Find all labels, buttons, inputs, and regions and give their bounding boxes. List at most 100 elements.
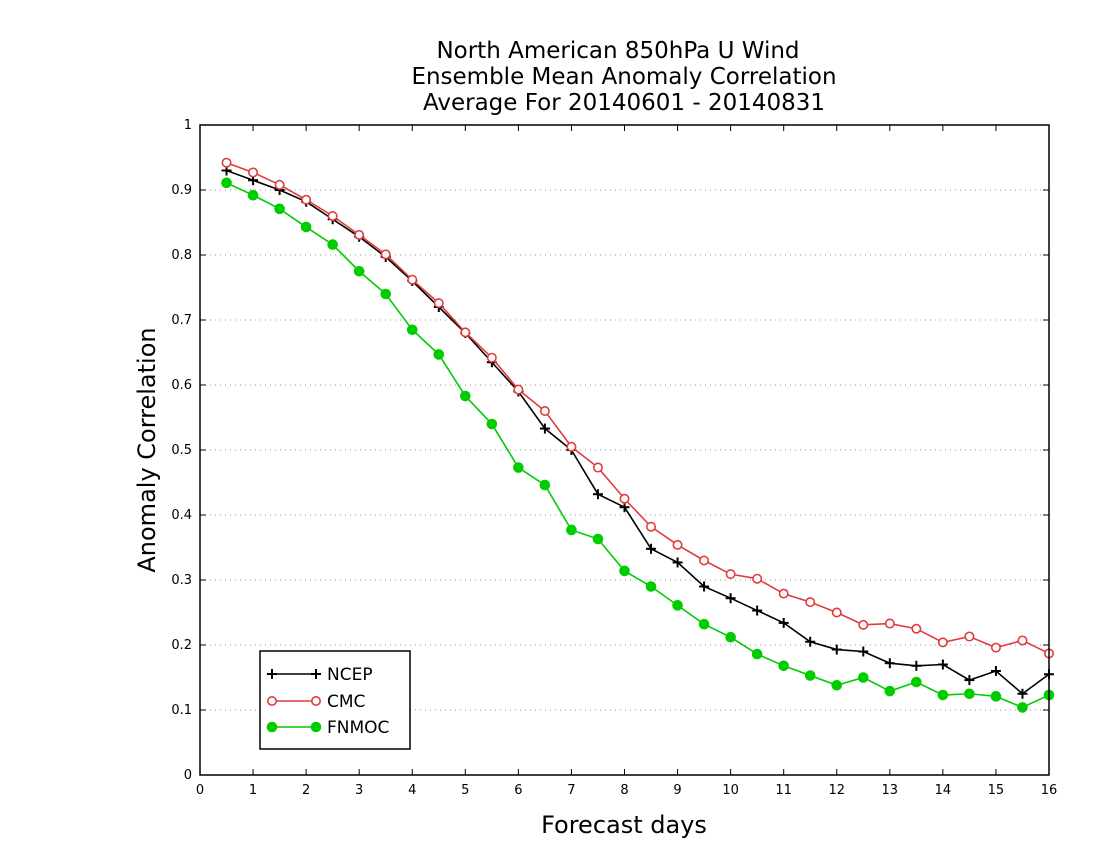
y-tick-label: 0.4 xyxy=(171,508,192,523)
data-point-fnmoc xyxy=(274,203,285,215)
data-point-cmc xyxy=(539,405,550,416)
legend: NCEP CMC FNMOC xyxy=(259,650,411,750)
data-point-cmc xyxy=(672,539,683,550)
x-tick-label: 14 xyxy=(935,783,952,798)
data-point-ncep xyxy=(805,636,816,647)
x-tick-label: 7 xyxy=(567,783,575,798)
data-point-cmc xyxy=(646,521,657,532)
data-point-cmc xyxy=(831,607,842,618)
legend-marker-ncep xyxy=(311,669,321,679)
legend-marker-cmc xyxy=(266,695,277,706)
legend-box xyxy=(259,650,411,750)
y-tick-label: 0.1 xyxy=(171,703,192,718)
series-cmc xyxy=(221,157,1055,659)
data-point-fnmoc xyxy=(327,239,338,250)
x-tick-label: 16 xyxy=(1041,783,1058,798)
data-point-ncep xyxy=(778,617,789,628)
chart-title: North American 850hPa U Wind Ensemble Me… xyxy=(411,38,836,116)
data-point-cmc xyxy=(460,327,471,338)
data-point-ncep xyxy=(884,658,895,669)
legend-marker-cmc xyxy=(310,695,321,706)
data-point-fnmoc xyxy=(592,533,604,545)
series-fnmoc xyxy=(221,177,1055,713)
data-point-cmc xyxy=(513,384,524,395)
data-point-ncep xyxy=(646,543,657,554)
data-point-cmc xyxy=(990,642,1001,653)
data-point-ncep xyxy=(699,581,710,592)
data-point-cmc xyxy=(964,631,975,642)
legend-item-ncep: NCEP xyxy=(267,665,373,685)
data-point-cmc xyxy=(486,352,497,363)
legend-marker-fnmoc xyxy=(266,721,278,733)
y-tick-label: 0.2 xyxy=(171,638,192,653)
data-point-ncep xyxy=(858,646,869,657)
data-point-fnmoc xyxy=(1017,702,1028,713)
data-point-fnmoc xyxy=(778,660,789,672)
chart-title-line-2: Ensemble Mean Anomaly Correlation xyxy=(411,64,836,90)
axes: 00.10.20.30.40.50.60.70.80.910 1 2 3 4 5 6 7 8 9 1… xyxy=(171,118,1057,798)
data-point-cmc xyxy=(805,597,816,608)
data-point-cmc xyxy=(937,637,948,648)
data-point-fnmoc xyxy=(539,479,551,491)
x-tick-label: 5 xyxy=(461,783,469,798)
x-tick-label: 8 xyxy=(620,783,628,798)
x-tick-label: 13 xyxy=(882,783,899,798)
x-tick-label: 2 xyxy=(302,783,310,798)
y-tick-label: 0 xyxy=(184,768,192,783)
data-point-ncep xyxy=(990,666,1001,676)
data-point-ncep xyxy=(831,644,842,655)
data-point-fnmoc xyxy=(804,670,816,681)
y-tick-label: 0.8 xyxy=(171,248,192,263)
series-line-ncep xyxy=(226,169,1050,695)
data-point-cmc xyxy=(566,441,577,452)
data-point-ncep xyxy=(725,593,736,604)
data-point-cmc xyxy=(1017,635,1028,646)
legend-label-fnmoc: FNMOC xyxy=(327,718,389,738)
data-point-ncep xyxy=(1017,688,1028,699)
data-point-fnmoc xyxy=(460,390,471,402)
data-point-ncep xyxy=(752,605,763,616)
x-tick-label: 4 xyxy=(408,783,416,798)
y-tick-label: 0.6 xyxy=(171,378,192,393)
data-point-ncep xyxy=(592,489,603,500)
legend-item-fnmoc: FNMOC xyxy=(266,718,389,738)
data-point-ncep xyxy=(937,659,948,670)
data-point-fnmoc xyxy=(911,676,922,688)
data-point-cmc xyxy=(752,573,763,584)
data-point-cmc xyxy=(274,179,285,190)
x-tick-label: 3 xyxy=(355,783,363,798)
data-point-cmc xyxy=(725,569,736,580)
data-point-ncep xyxy=(964,675,975,686)
data-point-cmc xyxy=(327,211,338,222)
x-tick-label: 1 xyxy=(249,783,257,798)
data-point-cmc xyxy=(619,493,630,504)
data-point-cmc xyxy=(301,194,312,205)
data-point-fnmoc xyxy=(619,565,630,577)
series-lines xyxy=(221,157,1055,713)
data-point-fnmoc xyxy=(884,685,896,697)
data-point-fnmoc xyxy=(645,581,657,592)
data-point-fnmoc xyxy=(990,691,1002,702)
series-line-fnmoc xyxy=(226,182,1050,709)
legend-label-ncep: NCEP xyxy=(327,665,373,685)
legend-item-cmc: CMC xyxy=(266,692,365,712)
data-point-cmc xyxy=(858,619,869,630)
legend-marker-fnmoc xyxy=(310,721,322,733)
x-tick-label: 9 xyxy=(673,783,681,798)
data-point-fnmoc xyxy=(433,349,445,360)
data-point-cmc xyxy=(221,157,232,168)
data-point-fnmoc xyxy=(831,680,843,691)
data-point-cmc xyxy=(380,249,391,260)
data-point-fnmoc xyxy=(353,265,365,277)
y-axis-title: Anomaly Correlation xyxy=(133,327,161,572)
data-point-fnmoc xyxy=(698,618,710,630)
y-tick-label: 0.9 xyxy=(171,183,192,198)
data-point-fnmoc xyxy=(964,688,975,700)
legend-marker-ncep xyxy=(267,669,277,679)
data-point-ncep xyxy=(911,660,922,671)
x-tick-label: 12 xyxy=(828,783,845,798)
data-point-fnmoc xyxy=(406,324,418,336)
data-point-fnmoc xyxy=(221,177,232,189)
y-tick-label: 0.7 xyxy=(171,313,192,328)
